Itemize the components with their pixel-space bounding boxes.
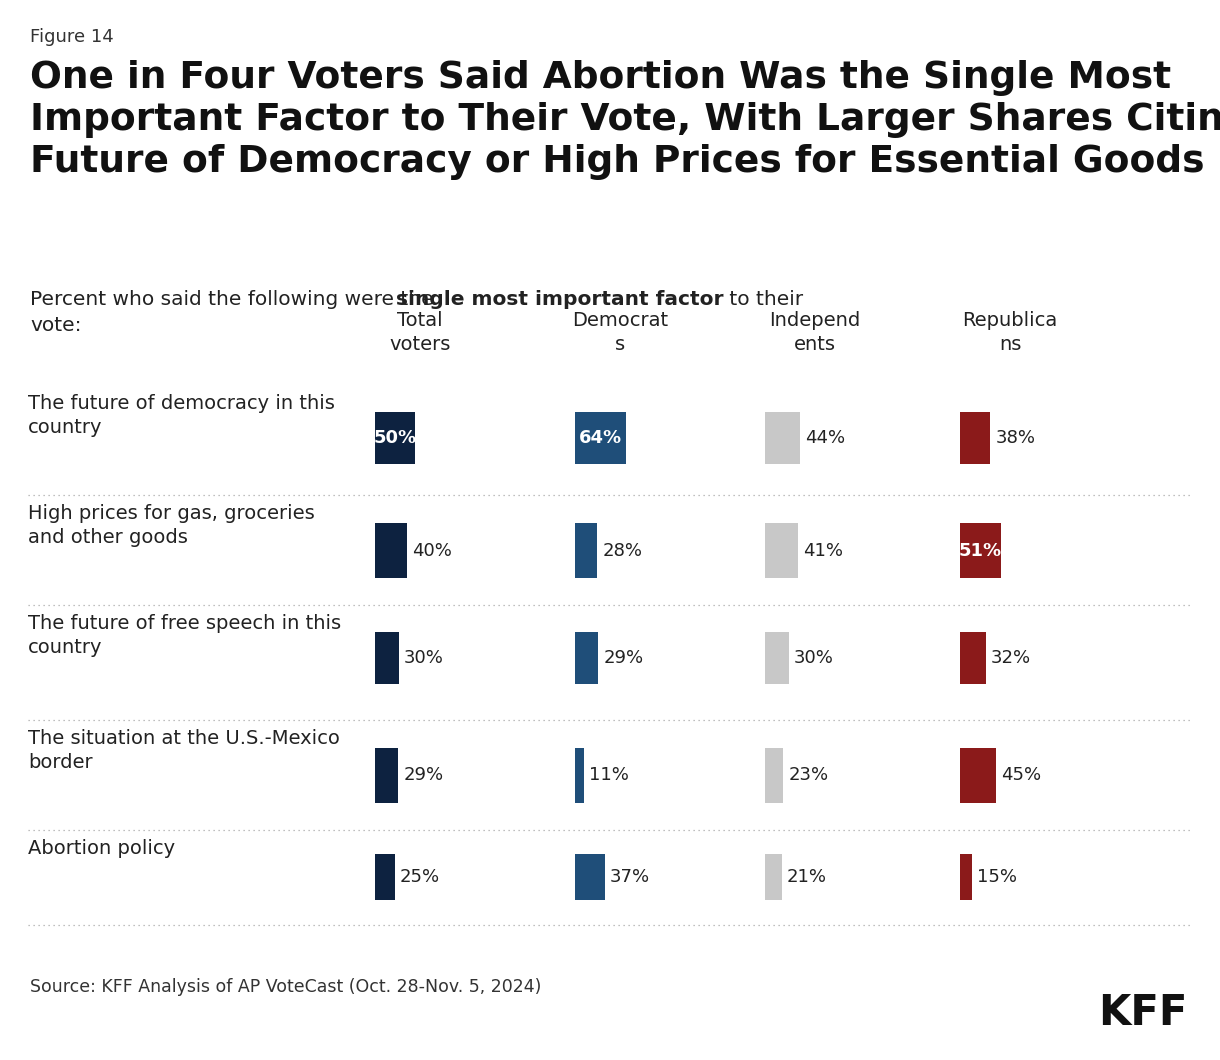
Bar — [960, 412, 991, 464]
Bar — [375, 854, 395, 900]
Text: 50%: 50% — [373, 429, 416, 447]
Text: 37%: 37% — [610, 868, 650, 886]
Bar — [960, 524, 1000, 578]
Text: 64%: 64% — [580, 429, 622, 447]
Text: Source: KFF Analysis of AP VoteCast (Oct. 28-Nov. 5, 2024): Source: KFF Analysis of AP VoteCast (Oct… — [30, 978, 542, 996]
Text: One in Four Voters Said Abortion Was the Single Most
Important Factor to Their V: One in Four Voters Said Abortion Was the… — [30, 60, 1220, 180]
Text: The situation at the U.S.-Mexico
border: The situation at the U.S.-Mexico border — [28, 729, 340, 773]
Bar — [960, 632, 986, 684]
Text: Figure 14: Figure 14 — [30, 28, 113, 46]
Text: 21%: 21% — [787, 868, 827, 886]
Bar — [765, 524, 798, 578]
Text: 51%: 51% — [959, 542, 1002, 560]
Text: 29%: 29% — [603, 649, 643, 667]
Text: The future of free speech in this
country: The future of free speech in this countr… — [28, 614, 342, 657]
Bar — [575, 524, 598, 578]
Text: 41%: 41% — [803, 542, 843, 560]
Text: Total
voters: Total voters — [389, 312, 450, 354]
Bar — [765, 748, 783, 802]
Bar — [960, 854, 972, 900]
Text: 28%: 28% — [603, 542, 643, 560]
Bar — [575, 412, 626, 464]
Text: 32%: 32% — [991, 649, 1031, 667]
Text: Abortion policy: Abortion policy — [28, 840, 176, 858]
Text: 15%: 15% — [977, 868, 1017, 886]
Bar — [575, 854, 605, 900]
Bar — [960, 748, 996, 802]
Text: 45%: 45% — [1000, 766, 1041, 784]
Text: 38%: 38% — [996, 429, 1036, 447]
Text: 29%: 29% — [403, 766, 443, 784]
Bar — [765, 632, 789, 684]
Bar — [765, 412, 800, 464]
Text: Independ
ents: Independ ents — [770, 312, 860, 354]
Text: single most important factor: single most important factor — [396, 290, 723, 310]
Bar — [765, 854, 782, 900]
Text: 40%: 40% — [412, 542, 451, 560]
Text: 25%: 25% — [400, 868, 440, 886]
Text: 30%: 30% — [794, 649, 834, 667]
Text: Republica
ns: Republica ns — [963, 312, 1058, 354]
Bar — [375, 632, 399, 684]
Text: vote:: vote: — [30, 316, 82, 335]
Text: 11%: 11% — [589, 766, 628, 784]
Text: to their: to their — [723, 290, 803, 310]
Bar — [375, 748, 398, 802]
Text: KFF: KFF — [1099, 992, 1188, 1034]
Text: 23%: 23% — [788, 766, 828, 784]
Text: High prices for gas, groceries
and other goods: High prices for gas, groceries and other… — [28, 504, 315, 547]
Text: 44%: 44% — [805, 429, 845, 447]
Bar — [575, 748, 584, 802]
Bar — [375, 524, 407, 578]
Bar — [375, 412, 415, 464]
Text: Democrat
s: Democrat s — [572, 312, 669, 354]
Text: Percent who said the following were the: Percent who said the following were the — [30, 290, 440, 310]
Bar — [575, 632, 598, 684]
Text: 30%: 30% — [404, 649, 444, 667]
Text: The future of democracy in this
country: The future of democracy in this country — [28, 394, 334, 437]
